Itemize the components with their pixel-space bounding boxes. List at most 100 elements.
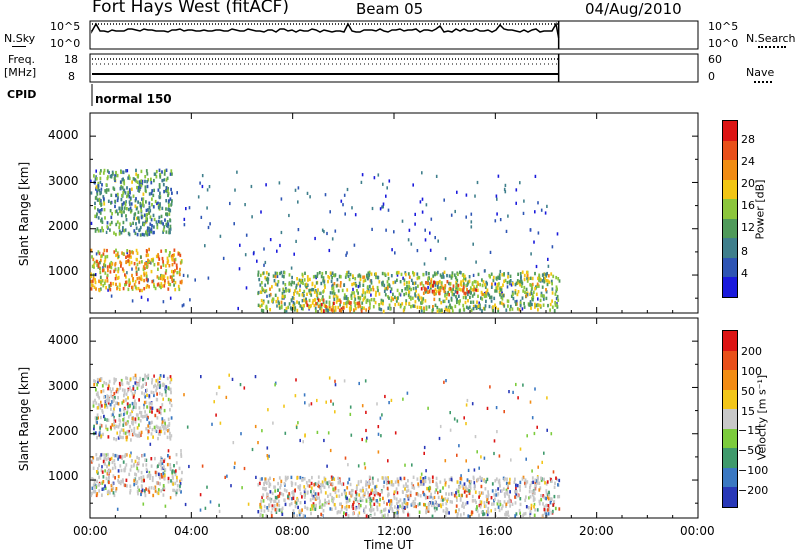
- heatmap-cell: [122, 286, 125, 291]
- heatmap-cell: [160, 265, 162, 269]
- heatmap-cell: [353, 496, 356, 501]
- heatmap-cell: [555, 297, 558, 301]
- heatmap-cell: [273, 485, 275, 489]
- heatmap-cell: [105, 457, 108, 462]
- heatmap-cell: [283, 404, 285, 408]
- heatmap-cell: [90, 179, 92, 183]
- heatmap-cell: [294, 489, 296, 493]
- heatmap-cell: [547, 257, 549, 261]
- heatmap-cell: [367, 271, 370, 275]
- heatmap-cell: [404, 271, 407, 275]
- heatmap-cell: [146, 226, 149, 230]
- heatmap-cell: [464, 502, 467, 506]
- heatmap-cell: [554, 303, 557, 307]
- heatmap-cell: [465, 494, 468, 498]
- heatmap-cell: [137, 416, 140, 421]
- heatmap-cell: [385, 286, 388, 291]
- heatmap-cell: [175, 453, 178, 457]
- heatmap-cell: [134, 204, 137, 208]
- heatmap-cell: [134, 472, 136, 476]
- heatmap-cell: [138, 187, 141, 191]
- heatmap-cell: [283, 482, 286, 486]
- heatmap-cell: [127, 405, 129, 409]
- vel-cb-tick-minus50: −50: [738, 444, 762, 457]
- heatmap-cell: [457, 283, 460, 288]
- heatmap-cell: [369, 497, 372, 501]
- heatmap-cell: [142, 384, 144, 388]
- heatmap-cell: [403, 476, 406, 481]
- vel-cb-tick-200: 200: [741, 345, 762, 358]
- heatmap-cell: [109, 281, 112, 286]
- heatmap-cell: [447, 290, 450, 295]
- heatmap-cell: [327, 275, 330, 279]
- heatmap-cell: [394, 480, 397, 484]
- heatmap-cell: [442, 486, 444, 490]
- heatmap-cell: [498, 482, 501, 486]
- heatmap-cell: [134, 285, 137, 289]
- heatmap-cell: [159, 408, 162, 412]
- heatmap-cell: [330, 475, 333, 479]
- heatmap-cell: [165, 222, 168, 227]
- heatmap-cell: [218, 385, 220, 389]
- heatmap-cell: [169, 230, 171, 235]
- heatmap-cell: [390, 499, 392, 503]
- heatmap-cell: [280, 509, 283, 514]
- heatmap-cell: [358, 493, 361, 497]
- heatmap-cell: [525, 495, 527, 499]
- heatmap-cell: [167, 476, 170, 481]
- heatmap-cell: [291, 296, 294, 300]
- heatmap-cell: [167, 280, 170, 284]
- heatmap-cell: [176, 270, 179, 275]
- heatmap-cell: [279, 491, 281, 496]
- heatmap-cell: [269, 308, 271, 312]
- heatmap-cell: [147, 436, 149, 440]
- heatmap-cell: [330, 279, 333, 284]
- heatmap-cell: [468, 279, 471, 283]
- heatmap-cell: [432, 284, 434, 288]
- heatmap-cell: [401, 219, 404, 223]
- heatmap-cell: [359, 503, 362, 508]
- heatmap-cell: [117, 267, 120, 271]
- heatmap-cell: [460, 283, 463, 287]
- heatmap-cell: [144, 395, 147, 399]
- heatmap-cell: [394, 280, 397, 284]
- heatmap-cell: [271, 491, 274, 496]
- heatmap-cell: [440, 301, 443, 305]
- heatmap-cell: [145, 262, 148, 266]
- heatmap-cell: [266, 492, 268, 496]
- heatmap-cell: [267, 496, 269, 501]
- heatmap-cell: [97, 457, 100, 461]
- heatmap-cell: [316, 398, 318, 403]
- heatmap-cell: [131, 180, 133, 184]
- heatmap-cell: [448, 484, 450, 489]
- heatmap-cell: [506, 484, 509, 488]
- heatmap-cell: [476, 505, 478, 509]
- heatmap-cell: [163, 424, 166, 428]
- heatmap-cell: [463, 274, 466, 278]
- heatmap-cell: [98, 431, 101, 435]
- heatmap-cell: [424, 290, 427, 294]
- heatmap-cell: [274, 499, 276, 503]
- heatmap-cell: [507, 275, 509, 279]
- heatmap-cell: [352, 287, 354, 291]
- heatmap-cell: [135, 481, 138, 485]
- heatmap-cell: [427, 281, 430, 286]
- heatmap-cell: [302, 440, 304, 444]
- heatmap-cell: [288, 302, 291, 306]
- heatmap-cell: [368, 306, 370, 311]
- heatmap-cell: [530, 291, 533, 296]
- heatmap-cell: [496, 282, 499, 287]
- heatmap-cell: [139, 225, 142, 230]
- heatmap-cell: [140, 430, 143, 435]
- heatmap-cell: [171, 263, 174, 267]
- heatmap-cell: [129, 425, 131, 429]
- heatmap-cell: [399, 504, 401, 508]
- heatmap-cell: [494, 489, 497, 493]
- heatmap-cell: [490, 272, 493, 276]
- heatmap-cell: [101, 487, 104, 491]
- heatmap-cell: [443, 270, 446, 274]
- heatmap-cell: [540, 294, 543, 298]
- heatmap-cell: [125, 282, 128, 286]
- heatmap-cell: [484, 269, 486, 273]
- heatmap-cell: [515, 188, 518, 192]
